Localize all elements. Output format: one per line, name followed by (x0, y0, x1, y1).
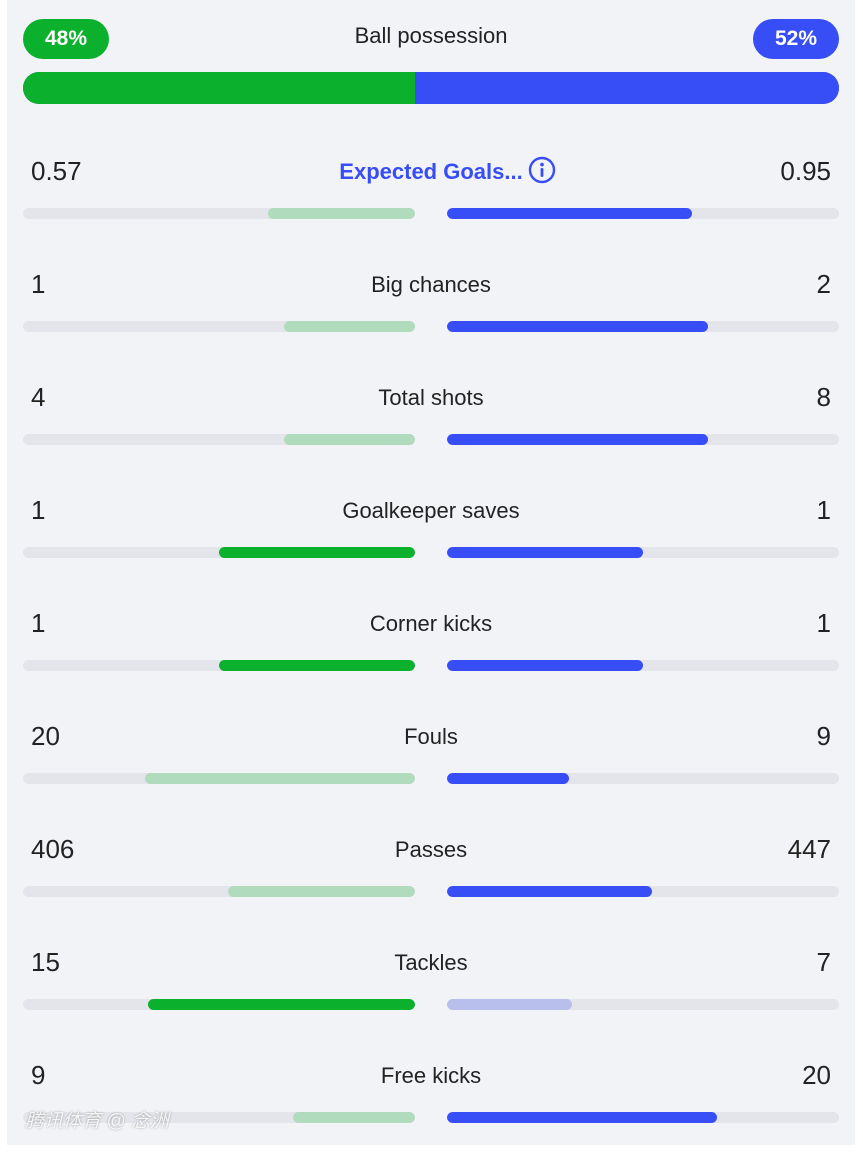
stat-home-value: 1 (31, 495, 46, 525)
stat-away-bar-fill (447, 773, 569, 784)
stat-away-value: 9 (816, 721, 831, 751)
stat-home-bar-fill (228, 886, 415, 897)
stat-away-bar (447, 773, 839, 784)
stat-away-bar (447, 434, 839, 445)
stat-label: Goalkeeper saves (342, 498, 520, 523)
possession-title: Ball possession (354, 23, 508, 48)
stat-row: 406 Passes 447 (23, 828, 839, 941)
stat-row: 20 Fouls 9 (23, 715, 839, 828)
stat-away-value: 8 (816, 382, 831, 412)
stat-home-value: 1 (31, 269, 46, 299)
stat-label: Corner kicks (369, 611, 493, 636)
stat-home-value: 406 (31, 834, 75, 864)
stat-home-bar (23, 886, 415, 897)
home-possession-badge: 48% (23, 19, 110, 59)
stat-away-bar-fill (447, 321, 708, 332)
stat-away-value: 1 (816, 495, 831, 525)
stats-list: 0.57 Expected Goals... 0.95 1 Big chances 2 4 T… (23, 150, 839, 1167)
stat-home-bar-fill (284, 434, 415, 445)
stat-away-bar (447, 547, 839, 558)
match-stats-panel: 48% Ball possession 52% 0.57 Expected Goa… (7, 0, 855, 1145)
stat-away-bar-fill (447, 1112, 717, 1123)
possession-bar-home (23, 72, 415, 104)
stat-row: 1 Corner kicks 1 (23, 602, 839, 715)
stat-away-value: 20 (802, 1060, 831, 1090)
stat-home-bar-fill (148, 999, 415, 1010)
stat-home-value: 9 (31, 1060, 46, 1090)
stat-label: Total shots (378, 385, 484, 410)
stat-home-bar (23, 999, 415, 1010)
away-possession-badge: 52% (752, 19, 839, 59)
stat-away-bar-fill (447, 208, 692, 219)
stat-away-value: 1 (816, 608, 831, 638)
stat-home-bar (23, 773, 415, 784)
stat-home-bar-fill (219, 547, 415, 558)
stat-row: 9 Free kicks 20 (23, 1054, 839, 1167)
possession-bar (23, 72, 839, 104)
stat-home-value: 4 (31, 382, 46, 412)
stat-home-bar-fill (293, 1112, 415, 1123)
stat-away-bar (447, 1112, 839, 1123)
stat-away-bar-fill (447, 886, 652, 897)
stat-label: Free kicks (380, 1063, 482, 1088)
possession-header: 48% Ball possession 52% (23, 19, 839, 61)
stat-away-bar (447, 886, 839, 897)
stat-away-bar (447, 208, 839, 219)
stat-home-bar-fill (284, 321, 415, 332)
stat-away-value: 447 (787, 834, 831, 864)
stat-away-bar (447, 321, 839, 332)
stat-home-bar (23, 321, 415, 332)
stat-row: 15 Tackles 7 (23, 941, 839, 1054)
stat-label: Big chances (371, 272, 491, 297)
stat-row: 1 Big chances 2 (23, 263, 839, 376)
stat-label[interactable]: Expected Goals... (339, 159, 523, 184)
stat-label: Passes (394, 837, 468, 862)
stat-home-bar (23, 1112, 415, 1123)
stat-home-bar-fill (268, 208, 415, 219)
stat-home-bar (23, 208, 415, 219)
info-icon[interactable] (528, 156, 556, 184)
stat-home-value: 20 (31, 721, 60, 751)
stat-row: 4 Total shots 8 (23, 376, 839, 489)
stat-row: 0.57 Expected Goals... 0.95 (23, 150, 839, 263)
possession-bar-away (414, 72, 839, 104)
stat-away-value: 7 (816, 947, 831, 977)
stat-away-value: 2 (816, 269, 831, 299)
stat-label: Fouls (404, 724, 458, 749)
stat-home-value: 1 (31, 608, 46, 638)
stat-away-bar-fill (447, 660, 643, 671)
stat-away-bar (447, 660, 839, 671)
stat-home-bar (23, 547, 415, 558)
stat-away-bar-fill (447, 999, 572, 1010)
stat-home-value: 15 (31, 947, 60, 977)
watermark: 腾讯体育 @ 念洲 (25, 1111, 169, 1132)
stat-away-bar-fill (447, 547, 643, 558)
stat-home-value: 0.57 (31, 156, 82, 186)
stat-home-bar-fill (145, 773, 415, 784)
stat-row: 1 Goalkeeper saves 1 (23, 489, 839, 602)
stat-home-bar (23, 660, 415, 671)
stat-home-bar-fill (219, 660, 415, 671)
stat-away-value: 0.95 (780, 156, 831, 186)
stat-away-bar (447, 999, 839, 1010)
stat-label: Tackles (394, 950, 468, 975)
stat-away-bar-fill (447, 434, 708, 445)
stat-home-bar (23, 434, 415, 445)
